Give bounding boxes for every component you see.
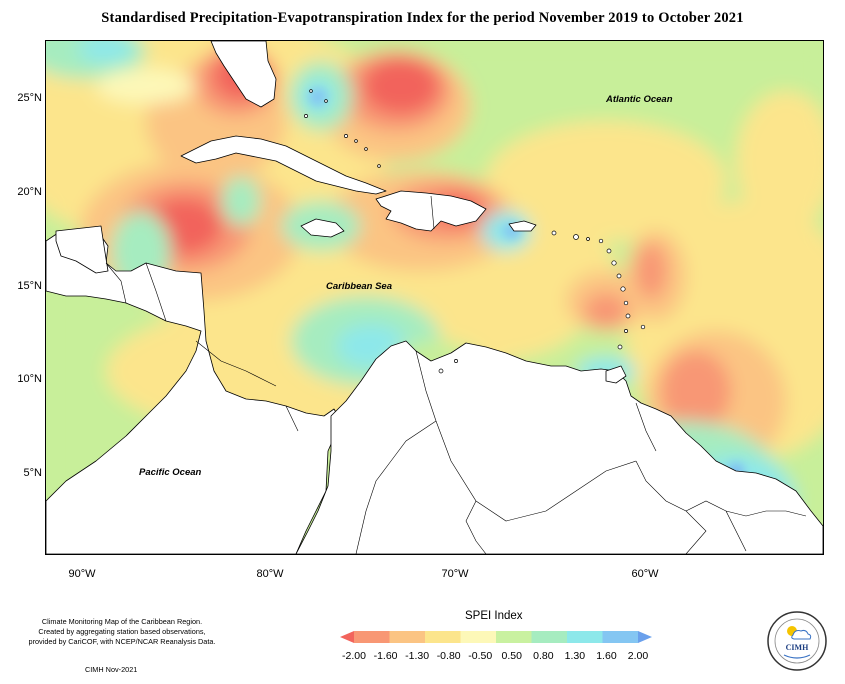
lat-label-5n: 5°N [23,467,42,479]
legend-swatch [460,631,497,643]
legend-tick-label: 1.60 [596,650,617,662]
legend-tick-label: -1.30 [405,650,430,662]
lat-label-20n: 20°N [17,186,42,198]
legend-tick-label: -1.60 [373,650,398,662]
legend-swatch [496,631,532,643]
legend-swatch [602,631,639,643]
lat-label-15n: 15°N [17,280,42,292]
cimh-logo: CIMH [767,611,827,671]
legend-tick-label: 2.00 [627,650,649,662]
florida-land [210,41,277,108]
lat-label-25n: 25°N [17,92,42,104]
land-masses [46,41,823,554]
spei-map [45,40,824,555]
legend-swatch [638,631,652,643]
legend-tick-label: -0.80 [436,650,461,662]
map-description: Climate Monitoring Map of the Caribbean … [12,617,232,647]
caribbean-sea-label: Caribbean Sea [326,281,392,292]
trinidad-land [605,365,627,384]
pacific-ocean-label: Pacific Ocean [139,467,202,478]
legend-swatch [340,631,354,643]
legend-tick-label: 0.80 [533,650,554,662]
lon-label-70w: 70°W [441,568,469,580]
lon-label-80w: 80°W [256,568,284,580]
description-line-3: provided by CariCOF, with NCEP/NCAR Rean… [28,637,216,646]
lesser-antilles-islands [304,89,646,374]
hispaniola-land [375,190,487,232]
legend-swatch [425,631,461,643]
atlantic-ocean-label: Atlantic Ocean [606,94,673,105]
legend-swatch [389,631,426,643]
cuba-land [180,135,387,195]
legend-swatch [567,631,603,643]
legend-tick-label: -0.50 [468,650,493,662]
country-borders [105,195,807,554]
puerto-rico-land [508,220,537,232]
south-america-land [295,340,823,554]
description-line-1: Climate Monitoring Map of the Caribbean … [41,617,203,626]
yucatan-land [55,225,109,274]
lon-label-90w: 90°W [68,568,96,580]
legend-colorbar [340,631,652,643]
legend-tick-label: 1.30 [564,650,586,662]
map-title: Standardised Precipitation-Evapotranspir… [101,10,744,26]
lat-label-10n: 10°N [17,373,42,385]
legend-tick-label: 0.50 [501,650,522,662]
legend-swatch [531,631,568,643]
lon-label-60w: 60°W [631,568,659,580]
description-line-2: Created by aggregating station based obs… [38,627,206,636]
legend-tick-label: -2.00 [342,650,366,662]
logo-text: CIMH [786,643,809,652]
jamaica-land [300,218,345,238]
spei-field-and-coastlines [46,41,823,554]
legend-swatch [354,631,390,643]
map-credit: CIMH Nov-2021 [85,665,138,674]
cloud-icon [791,629,812,640]
legend-title: SPEI Index [465,610,523,622]
